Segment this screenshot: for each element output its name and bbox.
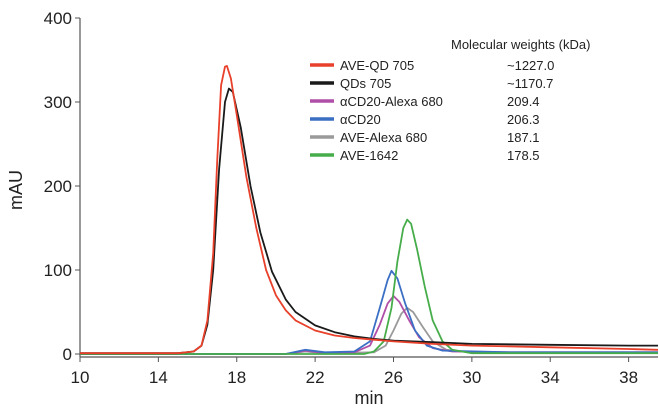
- legend-mw: ~1227.0: [507, 58, 554, 73]
- legend-label: αCD20: [340, 112, 381, 127]
- legend-label: QDs 705: [340, 76, 391, 91]
- y-tick-label: 200: [44, 177, 72, 196]
- ticks: 0 100 200 300 400 10 14 18 22 26 30 34 38: [44, 9, 638, 387]
- axes: [79, 18, 658, 358]
- series-line-ave-1642: [80, 218, 658, 355]
- legend: Molecular weights (kDa) AVE-QD 705 ~1227.…: [310, 37, 590, 163]
- series-line--cd20: [80, 269, 658, 355]
- y-tick-label: 0: [63, 345, 72, 364]
- legend-label: αCD20-Alexa 680: [340, 94, 443, 109]
- legend-mw: 206.3: [507, 112, 540, 127]
- x-tick-label: 38: [619, 368, 638, 387]
- legend-mw: 178.5: [507, 148, 540, 163]
- legend-label: AVE-Alexa 680: [340, 130, 427, 145]
- y-tick-label: 100: [44, 261, 72, 280]
- x-tick-label: 22: [306, 368, 325, 387]
- y-axis-label: mAU: [6, 170, 26, 210]
- legend-label: AVE-1642: [340, 148, 398, 163]
- y-tick-label: 400: [44, 9, 72, 28]
- legend-mw: 209.4: [507, 94, 540, 109]
- legend-header: Molecular weights (kDa): [451, 37, 590, 52]
- x-axis-label: min: [354, 388, 383, 408]
- legend-label: AVE-QD 705: [340, 58, 414, 73]
- x-tick-label: 14: [149, 368, 168, 387]
- series-line-ave-qd-705: [80, 65, 659, 355]
- series-line-qds-705: [80, 87, 658, 355]
- x-tick-label: 10: [71, 368, 90, 387]
- x-tick-label: 26: [384, 368, 403, 387]
- x-tick-label: 18: [227, 368, 246, 387]
- series-lines: [80, 65, 659, 355]
- x-tick-label: 34: [541, 368, 560, 387]
- x-tick-label: 30: [462, 368, 481, 387]
- y-tick-label: 300: [44, 93, 72, 112]
- legend-mw: 187.1: [507, 130, 540, 145]
- legend-mw: ~1170.7: [507, 76, 553, 91]
